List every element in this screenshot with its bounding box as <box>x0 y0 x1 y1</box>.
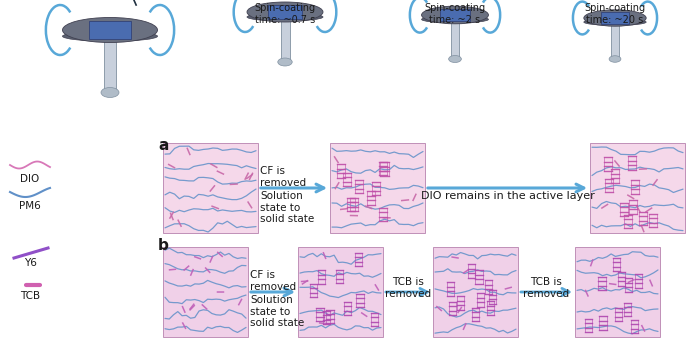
Text: TCB is
removed: TCB is removed <box>524 277 570 298</box>
Bar <box>590 143 685 233</box>
Bar <box>268 5 302 19</box>
Text: PM6: PM6 <box>19 201 41 211</box>
Ellipse shape <box>101 88 119 98</box>
Text: Spin-coating
time: ~0.7 s: Spin-coating time: ~0.7 s <box>254 3 316 25</box>
Bar <box>451 19 459 59</box>
Ellipse shape <box>247 2 323 22</box>
Text: CF is
removed: CF is removed <box>250 270 296 291</box>
Text: Spin-coating
time: ~20 s: Spin-coating time: ~20 s <box>584 3 645 25</box>
Ellipse shape <box>449 56 461 63</box>
Bar <box>89 21 132 39</box>
Ellipse shape <box>421 6 489 24</box>
Text: CF is
removed: CF is removed <box>260 166 306 188</box>
Bar <box>163 143 258 233</box>
Ellipse shape <box>421 16 489 23</box>
Text: Spin-coating
time: ~2 s: Spin-coating time: ~2 s <box>424 3 486 25</box>
Text: DIO remains in the active layer: DIO remains in the active layer <box>421 191 594 201</box>
Text: TCB is
removed: TCB is removed <box>385 277 431 298</box>
Text: a: a <box>158 138 169 153</box>
Ellipse shape <box>609 56 621 62</box>
Ellipse shape <box>278 58 292 66</box>
Bar <box>433 247 518 337</box>
Bar <box>298 247 383 337</box>
Text: TCB: TCB <box>20 291 40 301</box>
Ellipse shape <box>62 18 158 43</box>
Bar <box>104 36 116 93</box>
Ellipse shape <box>62 31 158 41</box>
Text: Solution
state to
solid state: Solution state to solid state <box>250 295 304 328</box>
Bar <box>440 9 470 21</box>
Text: b: b <box>158 238 169 253</box>
Text: Y6: Y6 <box>24 258 36 268</box>
Bar <box>281 17 290 62</box>
Text: DIO: DIO <box>20 174 40 184</box>
Text: Solution
state to
solid state: Solution state to solid state <box>260 191 314 224</box>
Bar <box>575 247 660 337</box>
Bar <box>330 143 425 233</box>
Bar <box>163 247 248 337</box>
Ellipse shape <box>247 13 323 21</box>
Ellipse shape <box>584 10 646 26</box>
Ellipse shape <box>584 19 646 25</box>
Bar <box>611 22 619 59</box>
Bar <box>601 12 629 24</box>
